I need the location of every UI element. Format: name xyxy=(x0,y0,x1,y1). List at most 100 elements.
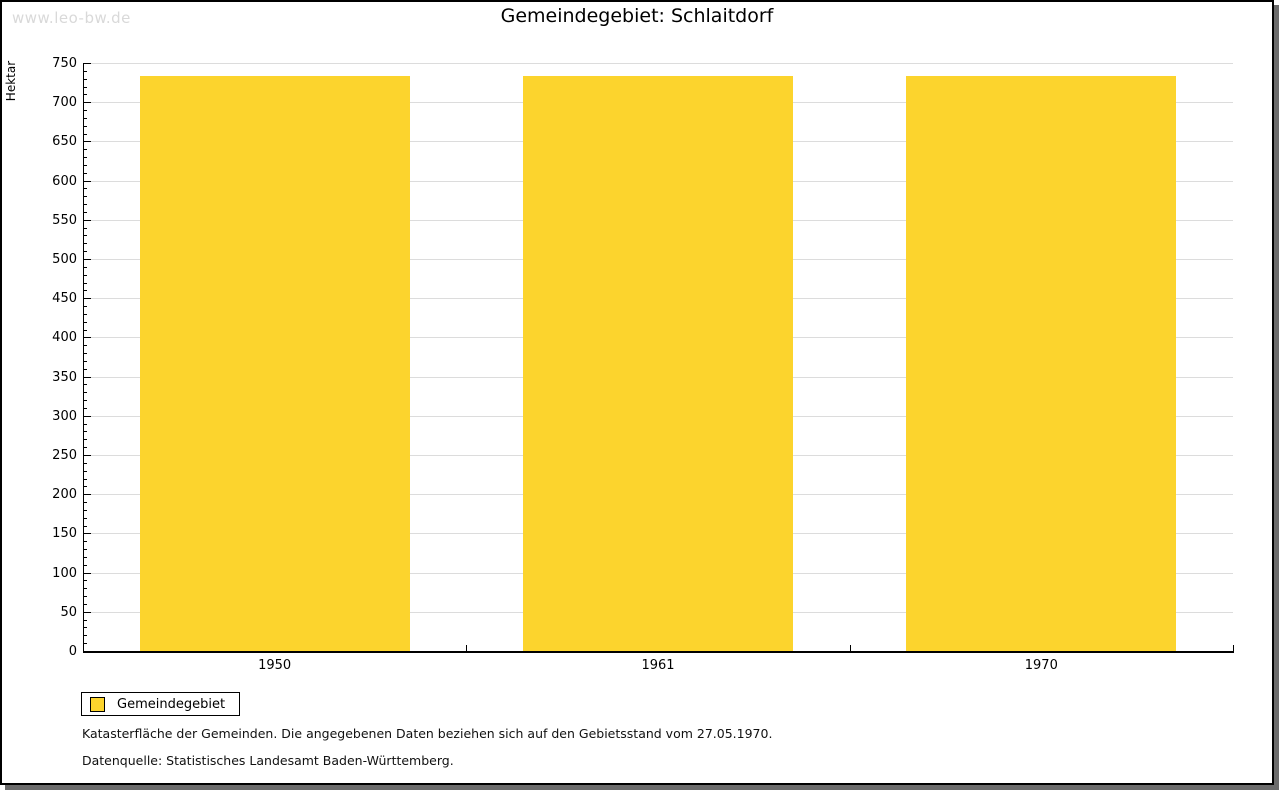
y-minor-tick xyxy=(83,509,87,511)
y-tick-label: 350 xyxy=(52,369,77,385)
y-major-tick xyxy=(83,102,91,104)
y-minor-tick xyxy=(83,400,87,402)
y-minor-tick xyxy=(83,70,87,72)
y-minor-tick xyxy=(83,588,87,590)
y-tick-label: 50 xyxy=(60,604,77,620)
y-minor-tick xyxy=(83,117,87,119)
y-major-tick xyxy=(83,63,91,64)
y-minor-tick xyxy=(83,564,87,566)
y-minor-tick xyxy=(83,525,87,527)
y-tick-label: 400 xyxy=(52,330,77,346)
y-minor-tick xyxy=(83,360,87,362)
x-tick-label: 1950 xyxy=(258,658,292,673)
bar-1950 xyxy=(139,75,410,651)
y-major-tick xyxy=(83,533,91,535)
y-minor-tick xyxy=(83,235,87,237)
y-minor-tick xyxy=(83,603,87,605)
y-minor-tick xyxy=(83,517,87,519)
y-major-tick xyxy=(83,219,91,221)
x-boundary-tick xyxy=(466,645,468,651)
y-minor-tick xyxy=(83,407,87,409)
y-tick-label: 550 xyxy=(52,212,77,228)
y-minor-tick xyxy=(83,157,87,159)
y-tick-label: 650 xyxy=(52,134,77,150)
y-minor-tick xyxy=(83,274,87,276)
y-tick-label: 150 xyxy=(52,526,77,542)
y-minor-tick xyxy=(83,86,87,88)
y-major-tick xyxy=(83,141,91,143)
y-minor-tick xyxy=(83,486,87,488)
y-tick-label: 300 xyxy=(52,408,77,424)
legend-label: Gemeindegebiet xyxy=(117,696,226,712)
y-major-tick xyxy=(83,298,91,300)
y-minor-tick xyxy=(83,541,87,543)
y-minor-tick xyxy=(83,431,87,433)
y-gridline xyxy=(83,63,1233,64)
bar-1961 xyxy=(523,75,793,651)
y-minor-tick xyxy=(83,368,87,370)
y-minor-tick xyxy=(83,439,87,441)
x-boundary-tick xyxy=(1233,645,1234,651)
y-tick-label: 750 xyxy=(52,56,77,71)
legend-swatch-icon xyxy=(90,696,105,712)
y-minor-tick xyxy=(83,556,87,558)
y-minor-tick xyxy=(83,447,87,449)
y-major-tick xyxy=(83,180,91,182)
y-tick-label: 250 xyxy=(52,448,77,463)
y-minor-tick xyxy=(83,290,87,292)
y-minor-tick xyxy=(83,635,87,637)
y-minor-tick xyxy=(83,392,87,394)
y-minor-tick xyxy=(83,196,87,198)
y-minor-tick xyxy=(83,227,87,229)
y-minor-tick xyxy=(83,643,87,645)
bar-chart-plot: 0 50 100 150 200 250 300 350 400 450 500 550 600 650 7… xyxy=(2,2,1272,783)
footnote-source-note: Katasterfläche der Gemeinden. Die angege… xyxy=(82,726,773,741)
y-major-tick xyxy=(83,611,91,613)
legend: Gemeindegebiet xyxy=(81,692,241,716)
y-minor-tick xyxy=(83,243,87,245)
y-minor-tick xyxy=(83,462,87,464)
y-major-tick xyxy=(83,259,91,260)
y-minor-tick xyxy=(83,266,87,268)
x-tick-label: 1970 xyxy=(1024,658,1058,673)
y-tick-label: 500 xyxy=(52,252,77,267)
y-axis-line xyxy=(83,63,84,651)
y-tick-label: 450 xyxy=(52,291,77,307)
y-minor-tick xyxy=(83,125,87,127)
y-tick-label: 600 xyxy=(52,173,77,189)
bar-1970 xyxy=(906,75,1177,651)
watermark: www.leo-bw.de xyxy=(12,9,131,27)
y-major-tick xyxy=(83,415,91,417)
y-major-tick xyxy=(83,494,91,496)
y-minor-tick xyxy=(83,78,87,80)
y-minor-tick xyxy=(83,321,87,323)
x-tick-label: 1961 xyxy=(641,658,675,673)
y-minor-tick xyxy=(83,596,87,598)
y-tick-label: 0 xyxy=(68,644,77,659)
y-minor-tick xyxy=(83,619,87,621)
y-major-tick xyxy=(83,455,91,456)
y-minor-tick xyxy=(83,470,87,472)
y-minor-tick xyxy=(83,211,87,213)
y-minor-tick xyxy=(83,133,87,135)
y-minor-tick xyxy=(83,329,87,331)
y-minor-tick xyxy=(83,502,87,504)
y-minor-tick xyxy=(83,353,87,355)
y-tick-label: 200 xyxy=(52,487,77,503)
y-major-tick xyxy=(83,572,91,574)
y-major-tick xyxy=(83,376,91,378)
y-tick-label: 700 xyxy=(52,95,77,111)
y-minor-tick xyxy=(83,549,87,551)
y-minor-tick xyxy=(83,478,87,480)
y-minor-tick xyxy=(83,345,87,347)
y-minor-tick xyxy=(83,94,87,96)
y-minor-tick xyxy=(83,188,87,190)
y-minor-tick xyxy=(83,110,87,112)
y-minor-tick xyxy=(83,423,87,425)
y-minor-tick xyxy=(83,313,87,315)
y-tick-label: 100 xyxy=(52,565,77,581)
y-major-tick xyxy=(83,337,91,339)
y-minor-tick xyxy=(83,282,87,284)
y-minor-tick xyxy=(83,251,87,253)
